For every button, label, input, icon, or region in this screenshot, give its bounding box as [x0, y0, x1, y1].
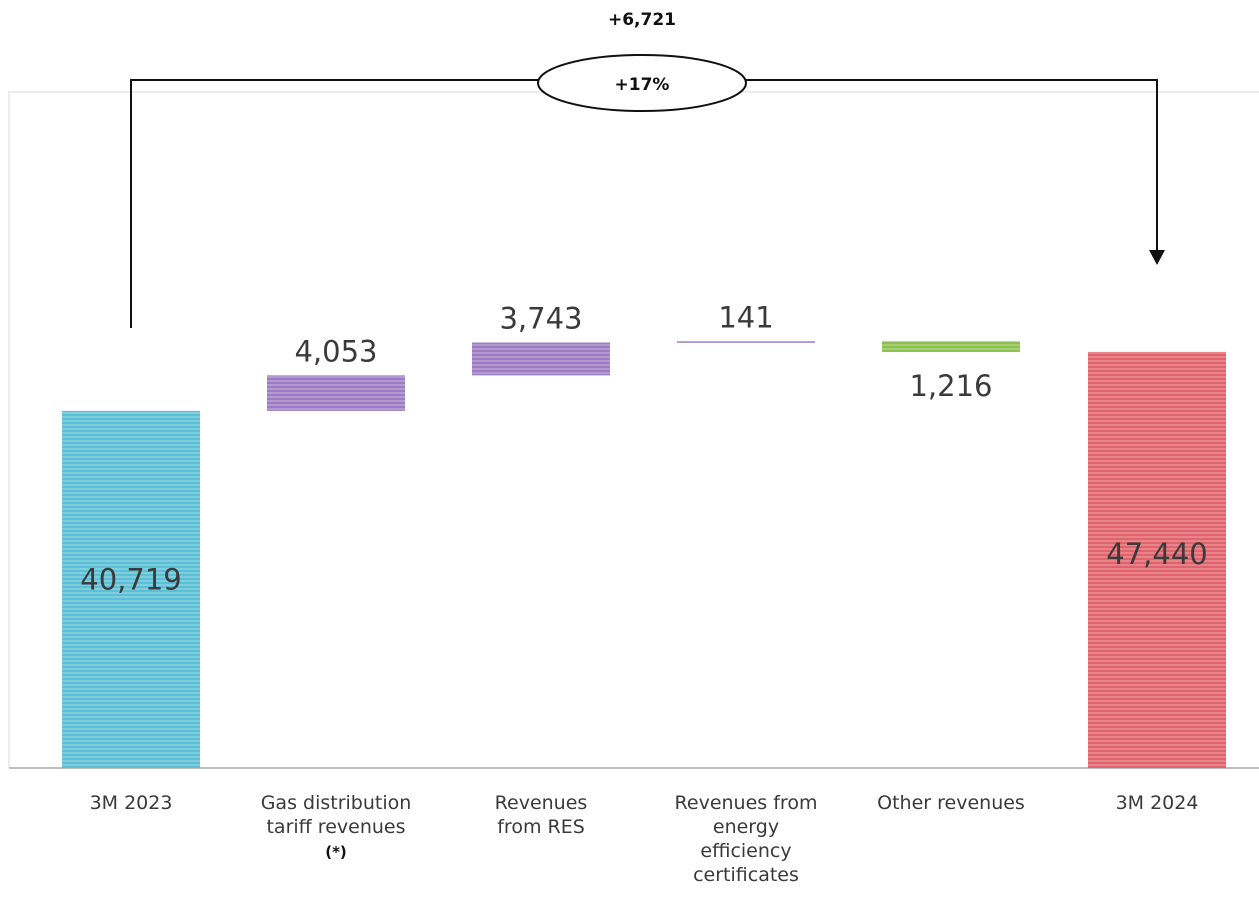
- bar-stripes: [472, 342, 610, 376]
- category-label-4: Other revenues: [877, 792, 1025, 814]
- bars-group: [62, 341, 1226, 768]
- bar-fill: [677, 341, 815, 343]
- change-bracket-line: [130, 79, 1158, 328]
- category-label-3: Revenues from energy efficiency certificate…: [675, 792, 818, 886]
- value-labels-group: 40,719 4,053 3,743 141 1,216 47,440: [80, 300, 1207, 596]
- bar-2: [472, 342, 610, 376]
- category-label-0: 3M 2023: [90, 792, 173, 814]
- value-label-4: 1,216: [909, 369, 992, 403]
- bar-3: [677, 341, 815, 343]
- bar-5: [1088, 351, 1226, 768]
- value-label-2: 3,743: [499, 302, 582, 336]
- category-label-5: 3M 2024: [1116, 792, 1199, 814]
- plot-frame: [8, 91, 1259, 768]
- value-label-5: 47,440: [1106, 537, 1207, 571]
- value-label-1: 4,053: [294, 334, 377, 368]
- bar-stripes: [62, 410, 200, 768]
- change-absolute-label: +6,721: [608, 10, 676, 30]
- change-percent-label: +17%: [615, 75, 670, 95]
- change-percent-ellipse: [537, 54, 747, 112]
- bar-0: [62, 410, 200, 768]
- bar-stripes: [267, 375, 405, 411]
- bar-stripes: [882, 341, 1020, 352]
- category-label-2: Revenues from RES: [495, 792, 588, 838]
- category-note-1: (*): [325, 843, 347, 861]
- value-label-0: 40,719: [80, 562, 181, 596]
- category-label-1: Gas distribution tariff revenues: [261, 792, 412, 838]
- bar-1: [267, 375, 405, 411]
- bar-4: [882, 341, 1020, 352]
- category-labels-group: 3M 2023 Gas distribution tariff revenues (*…: [90, 792, 1199, 886]
- bar-stripes: [1088, 351, 1226, 768]
- value-label-3: 141: [718, 300, 773, 334]
- change-arrow-head: [1149, 250, 1165, 265]
